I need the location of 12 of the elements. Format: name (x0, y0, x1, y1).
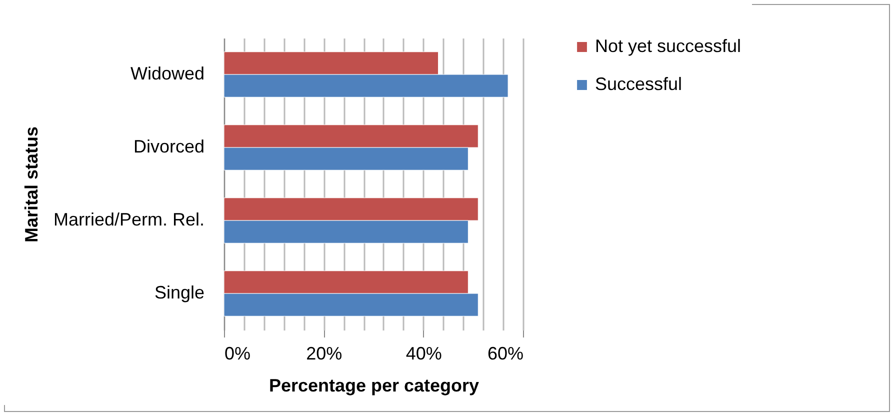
x-tick-label: 0% (224, 344, 251, 364)
x-tick-label: 20% (306, 344, 342, 364)
legend-label: Successful (595, 74, 682, 94)
legend-label: Not yet successful (595, 36, 742, 56)
y-tick-label: Married/Perm. Rel. (53, 210, 204, 230)
y-axis-title: Marital status (21, 126, 42, 243)
x-tick-label: 60% (487, 344, 524, 364)
y-tick-label: Single (154, 282, 204, 302)
y-tick-label: Widowed (130, 64, 204, 84)
x-axis-title: Percentage per category (268, 376, 480, 396)
y-tick-label: Divorced (133, 136, 204, 156)
x-tick-label: 40% (406, 344, 442, 364)
